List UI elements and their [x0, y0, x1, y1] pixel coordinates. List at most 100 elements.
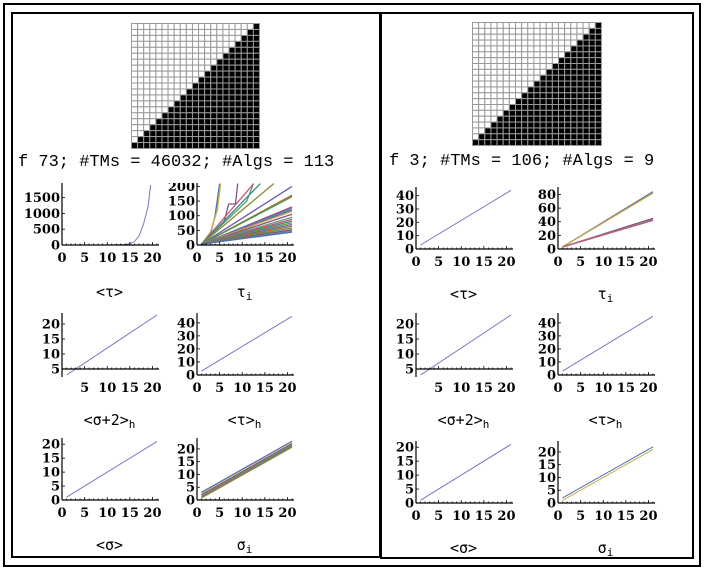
grid-cell-black: [588, 98, 596, 106]
series-line: [562, 192, 654, 248]
grid-cell-white: [527, 27, 535, 35]
grid-cell-black: [240, 124, 248, 132]
grid-cell-black: [576, 109, 584, 117]
grid-cell-white: [216, 40, 224, 48]
grid-cell-white: [167, 76, 175, 84]
grid-cell-white: [496, 22, 504, 29]
grid-cell-black: [564, 139, 572, 146]
grid-cell-white: [472, 121, 480, 129]
grid-cell-white: [143, 76, 151, 84]
grid-cell-black: [588, 104, 596, 111]
grid-cell-black: [246, 76, 254, 84]
grid-cell-black: [588, 109, 596, 117]
grid-cell-black: [588, 39, 596, 47]
grid-cell-black: [576, 74, 584, 82]
grid-cell-white: [131, 124, 139, 132]
grid-cell-white: [496, 92, 504, 100]
grid-cell-white: [539, 22, 547, 29]
grid-cell-white: [198, 28, 206, 36]
grid-cell-white: [143, 88, 151, 96]
grid-cell-white: [484, 74, 492, 82]
grid-cell-black: [234, 46, 242, 54]
grid-cell-white: [228, 34, 236, 42]
grid-cell-white: [198, 52, 206, 60]
grid-cell-black: [234, 40, 242, 48]
y-tick-label: 5: [405, 483, 414, 498]
grid-cell-black: [533, 98, 541, 106]
grid-cell-white: [155, 100, 163, 108]
grid-cell-white: [515, 22, 523, 29]
grid-cell-white: [216, 34, 224, 42]
grid-cell-black: [521, 92, 529, 100]
grid-cell-black: [210, 106, 218, 114]
grid-cell-white: [515, 33, 523, 41]
grid-cell-black: [222, 64, 230, 72]
grid-cell-black: [472, 139, 480, 146]
grid-cell-white: [472, 45, 480, 53]
grid-cell-black: [185, 100, 193, 108]
grid-cell-white: [521, 68, 529, 76]
grid-cell-white: [204, 58, 212, 66]
grid-cell-black: [564, 57, 572, 64]
grid-cell-black: [490, 139, 498, 146]
grid-cell-black: [228, 94, 236, 102]
grid-cell-white: [576, 27, 584, 35]
grid-cell-black: [545, 80, 553, 88]
grid-cell-white: [167, 100, 175, 108]
grid-cell-white: [143, 52, 151, 60]
x-tick-label: 10: [98, 251, 116, 266]
plot-caption: τi: [546, 285, 666, 305]
grid-cell-black: [143, 130, 151, 138]
grid-cell-black: [594, 133, 602, 141]
grid-cell-black: [198, 124, 206, 132]
grid-cell-black: [582, 92, 590, 100]
grid-cell-white: [472, 68, 480, 76]
grid-cell-white: [539, 68, 547, 76]
caption-text: <σ+2>: [437, 411, 483, 429]
grid-cell-black: [222, 100, 230, 108]
grid-cell-black: [246, 28, 254, 36]
grid-cell-white: [502, 57, 510, 64]
grid-cell-white: [204, 23, 212, 30]
grid-cell-black: [216, 106, 224, 114]
plot-caption: τi: [185, 283, 305, 303]
grid-cell-black: [496, 133, 504, 141]
grid-cell-white: [502, 98, 510, 106]
grid-cell-black: [515, 109, 523, 117]
caption-subscript: h: [615, 418, 623, 431]
grid-cell-white: [155, 23, 163, 30]
grid-cell-black: [502, 121, 510, 129]
grid-cell-black: [143, 136, 151, 144]
grid-cell-white: [143, 58, 151, 66]
grid-cell-white: [204, 34, 212, 42]
grid-cell-black: [252, 28, 260, 36]
grid-cell-white: [508, 63, 517, 70]
grid-cell-black: [222, 88, 230, 96]
grid-cell-white: [149, 52, 157, 60]
grid-cell-white: [167, 46, 175, 54]
grid-cell-black: [246, 82, 254, 90]
grid-cell-black: [179, 124, 187, 132]
grid-cell-black: [582, 133, 590, 141]
grid-cell-black: [533, 80, 541, 88]
grid-cell-white: [521, 22, 529, 29]
grid-cell-white: [161, 46, 169, 54]
grid-cell-black: [533, 121, 541, 129]
grid-cell-white: [234, 28, 242, 36]
grid-cell-white: [131, 100, 139, 108]
grid-cell-black: [502, 115, 510, 123]
grid-cell-white: [490, 22, 498, 29]
grid-cell-black: [191, 136, 200, 144]
y-tick-label: 10: [396, 229, 414, 244]
grid-cell-white: [478, 92, 486, 100]
grid-cell-black: [594, 57, 602, 64]
grid-cell-white: [143, 106, 151, 114]
grid-cell-black: [222, 130, 230, 138]
grid-cell-white: [191, 34, 200, 42]
grid-cell-white: [515, 57, 523, 64]
grid-cell-black: [576, 139, 584, 146]
grid-cell-black: [588, 74, 596, 82]
grid-cell-white: [539, 27, 547, 35]
grid-cell-white: [551, 33, 559, 41]
grid-cell-black: [594, 98, 602, 106]
